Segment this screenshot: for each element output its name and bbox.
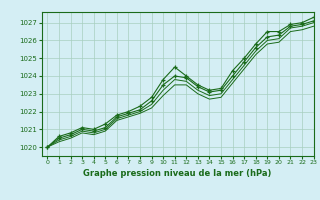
- X-axis label: Graphe pression niveau de la mer (hPa): Graphe pression niveau de la mer (hPa): [84, 169, 272, 178]
